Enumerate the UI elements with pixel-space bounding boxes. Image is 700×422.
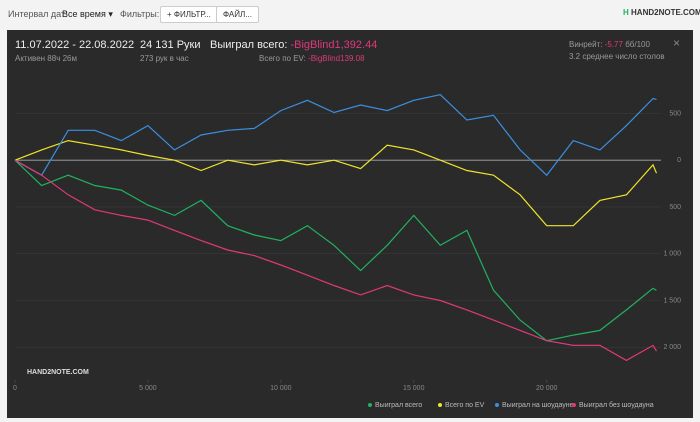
legend-swatch — [495, 403, 499, 407]
y-tick-label: 0 — [677, 157, 681, 164]
x-tick-label: 15 000 — [403, 385, 425, 392]
watermark: HAND2NOTE.COM — [27, 369, 89, 376]
legend-label: Всего по EV — [445, 402, 485, 409]
legend-label: Выиграл без шоудауна — [579, 401, 654, 409]
series-line — [14, 159, 658, 362]
series-line — [14, 94, 657, 177]
winrate-value: -5.77 — [604, 40, 623, 49]
winrate-unit: бб/100 — [625, 40, 650, 49]
legend-label: Выиграл всего — [375, 402, 422, 409]
series-line — [14, 159, 657, 342]
interval-label: Интервал дат: — [8, 9, 68, 19]
winrate-label: Винрейт: — [569, 40, 603, 49]
chart: HAND2NOTE.COM 500 0 500 1 000 1 500 2 000 0 5 0… — [13, 94, 681, 409]
winrate: Винрейт: -5.77 бб/100 — [569, 40, 650, 49]
x-tick-label: 10 000 — [270, 385, 292, 392]
hands: 24 131 Руки — [140, 39, 201, 51]
won-label: Выиграл всего: — [210, 39, 288, 51]
ev-label: Всего по EV: — [259, 54, 306, 63]
filter-button-text: ФИЛЬТР... — [173, 10, 211, 19]
x-tick-label: 0 — [13, 385, 17, 392]
file-button-text: ФАЙЛ... — [223, 10, 252, 19]
x-tick-label: 5 000 — [139, 385, 157, 392]
y-tick-label: 500 — [669, 204, 681, 211]
legend-swatch — [572, 403, 576, 407]
series-line — [14, 139, 658, 227]
active: Активен 88ч 26м — [15, 54, 77, 63]
dates: 11.07.2022 - 22.08.2022 — [15, 39, 135, 51]
legend-swatch — [438, 403, 442, 407]
interval-dropdown[interactable]: Все время ▾ — [62, 9, 113, 19]
legend-swatch — [368, 403, 372, 407]
y-tick-label: 1 000 — [663, 251, 681, 258]
logo-text: HAND2NOTE.COM — [631, 8, 700, 17]
y-tick-label: 1 500 — [663, 297, 681, 304]
close-button[interactable]: × — [673, 36, 681, 50]
filters-label: Фильтры: — [120, 9, 160, 19]
x-tick-label: 20 000 — [536, 385, 558, 392]
won-value: -BigBlind1,392.44 — [290, 39, 378, 51]
legend-label: Выиграл на шоудауне — [502, 402, 574, 409]
file-button[interactable]: ФАЙЛ... — [216, 6, 259, 23]
interval-value: Все время — [62, 9, 106, 19]
chart-panel: 11.07.2022 - 22.08.2022 Активен 88ч 26м … — [7, 30, 693, 418]
hands-per-hour: 273 рук в час — [140, 54, 189, 63]
logo: H HAND2NOTE.COM — [623, 8, 700, 17]
ev-value: -BigBlind139.08 — [308, 54, 365, 63]
filter-button[interactable]: + ФИЛЬТР... — [160, 6, 218, 23]
y-tick-label: 2 000 — [663, 344, 681, 351]
tables: 3.2 среднее число столов — [569, 52, 665, 61]
ev: Всего по EV: -BigBlind139.08 — [259, 54, 365, 63]
y-tick-label: 500 — [669, 110, 681, 117]
won: Выиграл всего: -BigBlind1,392.44 — [210, 39, 377, 51]
